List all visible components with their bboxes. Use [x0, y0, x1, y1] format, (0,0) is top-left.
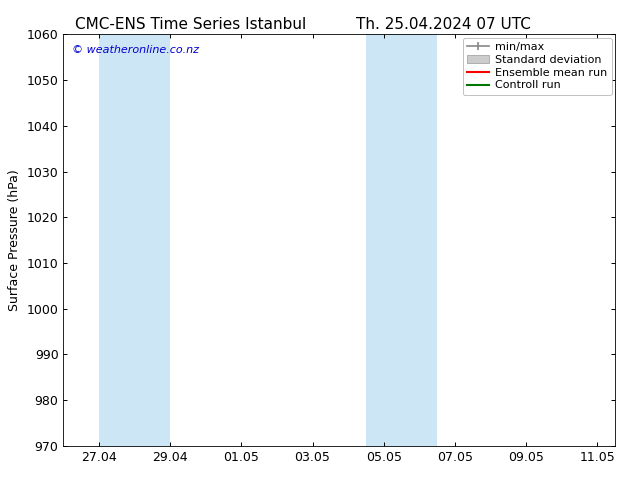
- Y-axis label: Surface Pressure (hPa): Surface Pressure (hPa): [8, 169, 21, 311]
- Text: CMC-ENS Time Series Istanbul: CMC-ENS Time Series Istanbul: [75, 17, 306, 32]
- Text: Th. 25.04.2024 07 UTC: Th. 25.04.2024 07 UTC: [356, 17, 531, 32]
- Bar: [99, 34, 170, 446]
- Legend: min/max, Standard deviation, Ensemble mean run, Controll run: min/max, Standard deviation, Ensemble me…: [463, 38, 612, 95]
- Bar: [366, 34, 437, 446]
- Text: © weatheronline.co.nz: © weatheronline.co.nz: [72, 45, 198, 54]
